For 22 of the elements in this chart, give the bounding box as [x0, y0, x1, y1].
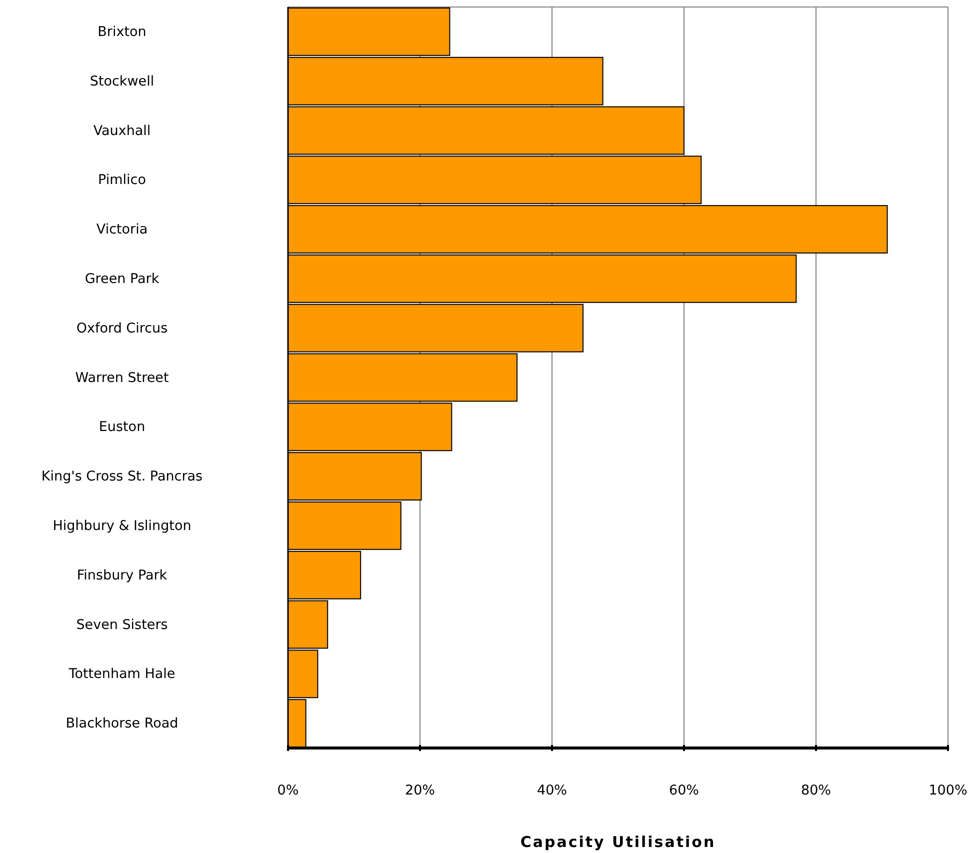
y-tick-label: Vauxhall — [93, 122, 151, 139]
y-tick-label: Finsbury Park — [76, 567, 168, 584]
y-tick-label: Euston — [98, 419, 146, 436]
x-tick-label: 20% — [404, 782, 436, 799]
y-tick-label: King's Cross St. Pancras — [41, 468, 203, 485]
x-tick-label: 0% — [277, 782, 299, 799]
y-tick-label: Highbury & Islington — [52, 518, 192, 534]
y-tick-label: Tottenham Hale — [68, 666, 176, 682]
x-tick-label: 80% — [800, 782, 832, 799]
y-tick-label: Warren Street — [75, 370, 169, 386]
x-axis-title: Capacity Utilisation — [520, 833, 716, 851]
y-tick-label: Stockwell — [90, 73, 154, 90]
y-tick-label: Blackhorse Road — [66, 716, 178, 732]
x-tick-label: 100% — [928, 782, 968, 799]
y-tick-label: Seven Sisters — [76, 616, 168, 633]
y-tick-label: Victoria — [96, 222, 148, 238]
x-tick-label: 60% — [668, 782, 700, 799]
y-tick-label: Oxford Circus — [76, 320, 168, 336]
y-tick-label: Pimlico — [98, 172, 146, 188]
x-tick-label: 40% — [536, 782, 568, 799]
y-tick-label: Green Park — [84, 271, 160, 288]
y-tick-label: Brixton — [98, 24, 146, 40]
